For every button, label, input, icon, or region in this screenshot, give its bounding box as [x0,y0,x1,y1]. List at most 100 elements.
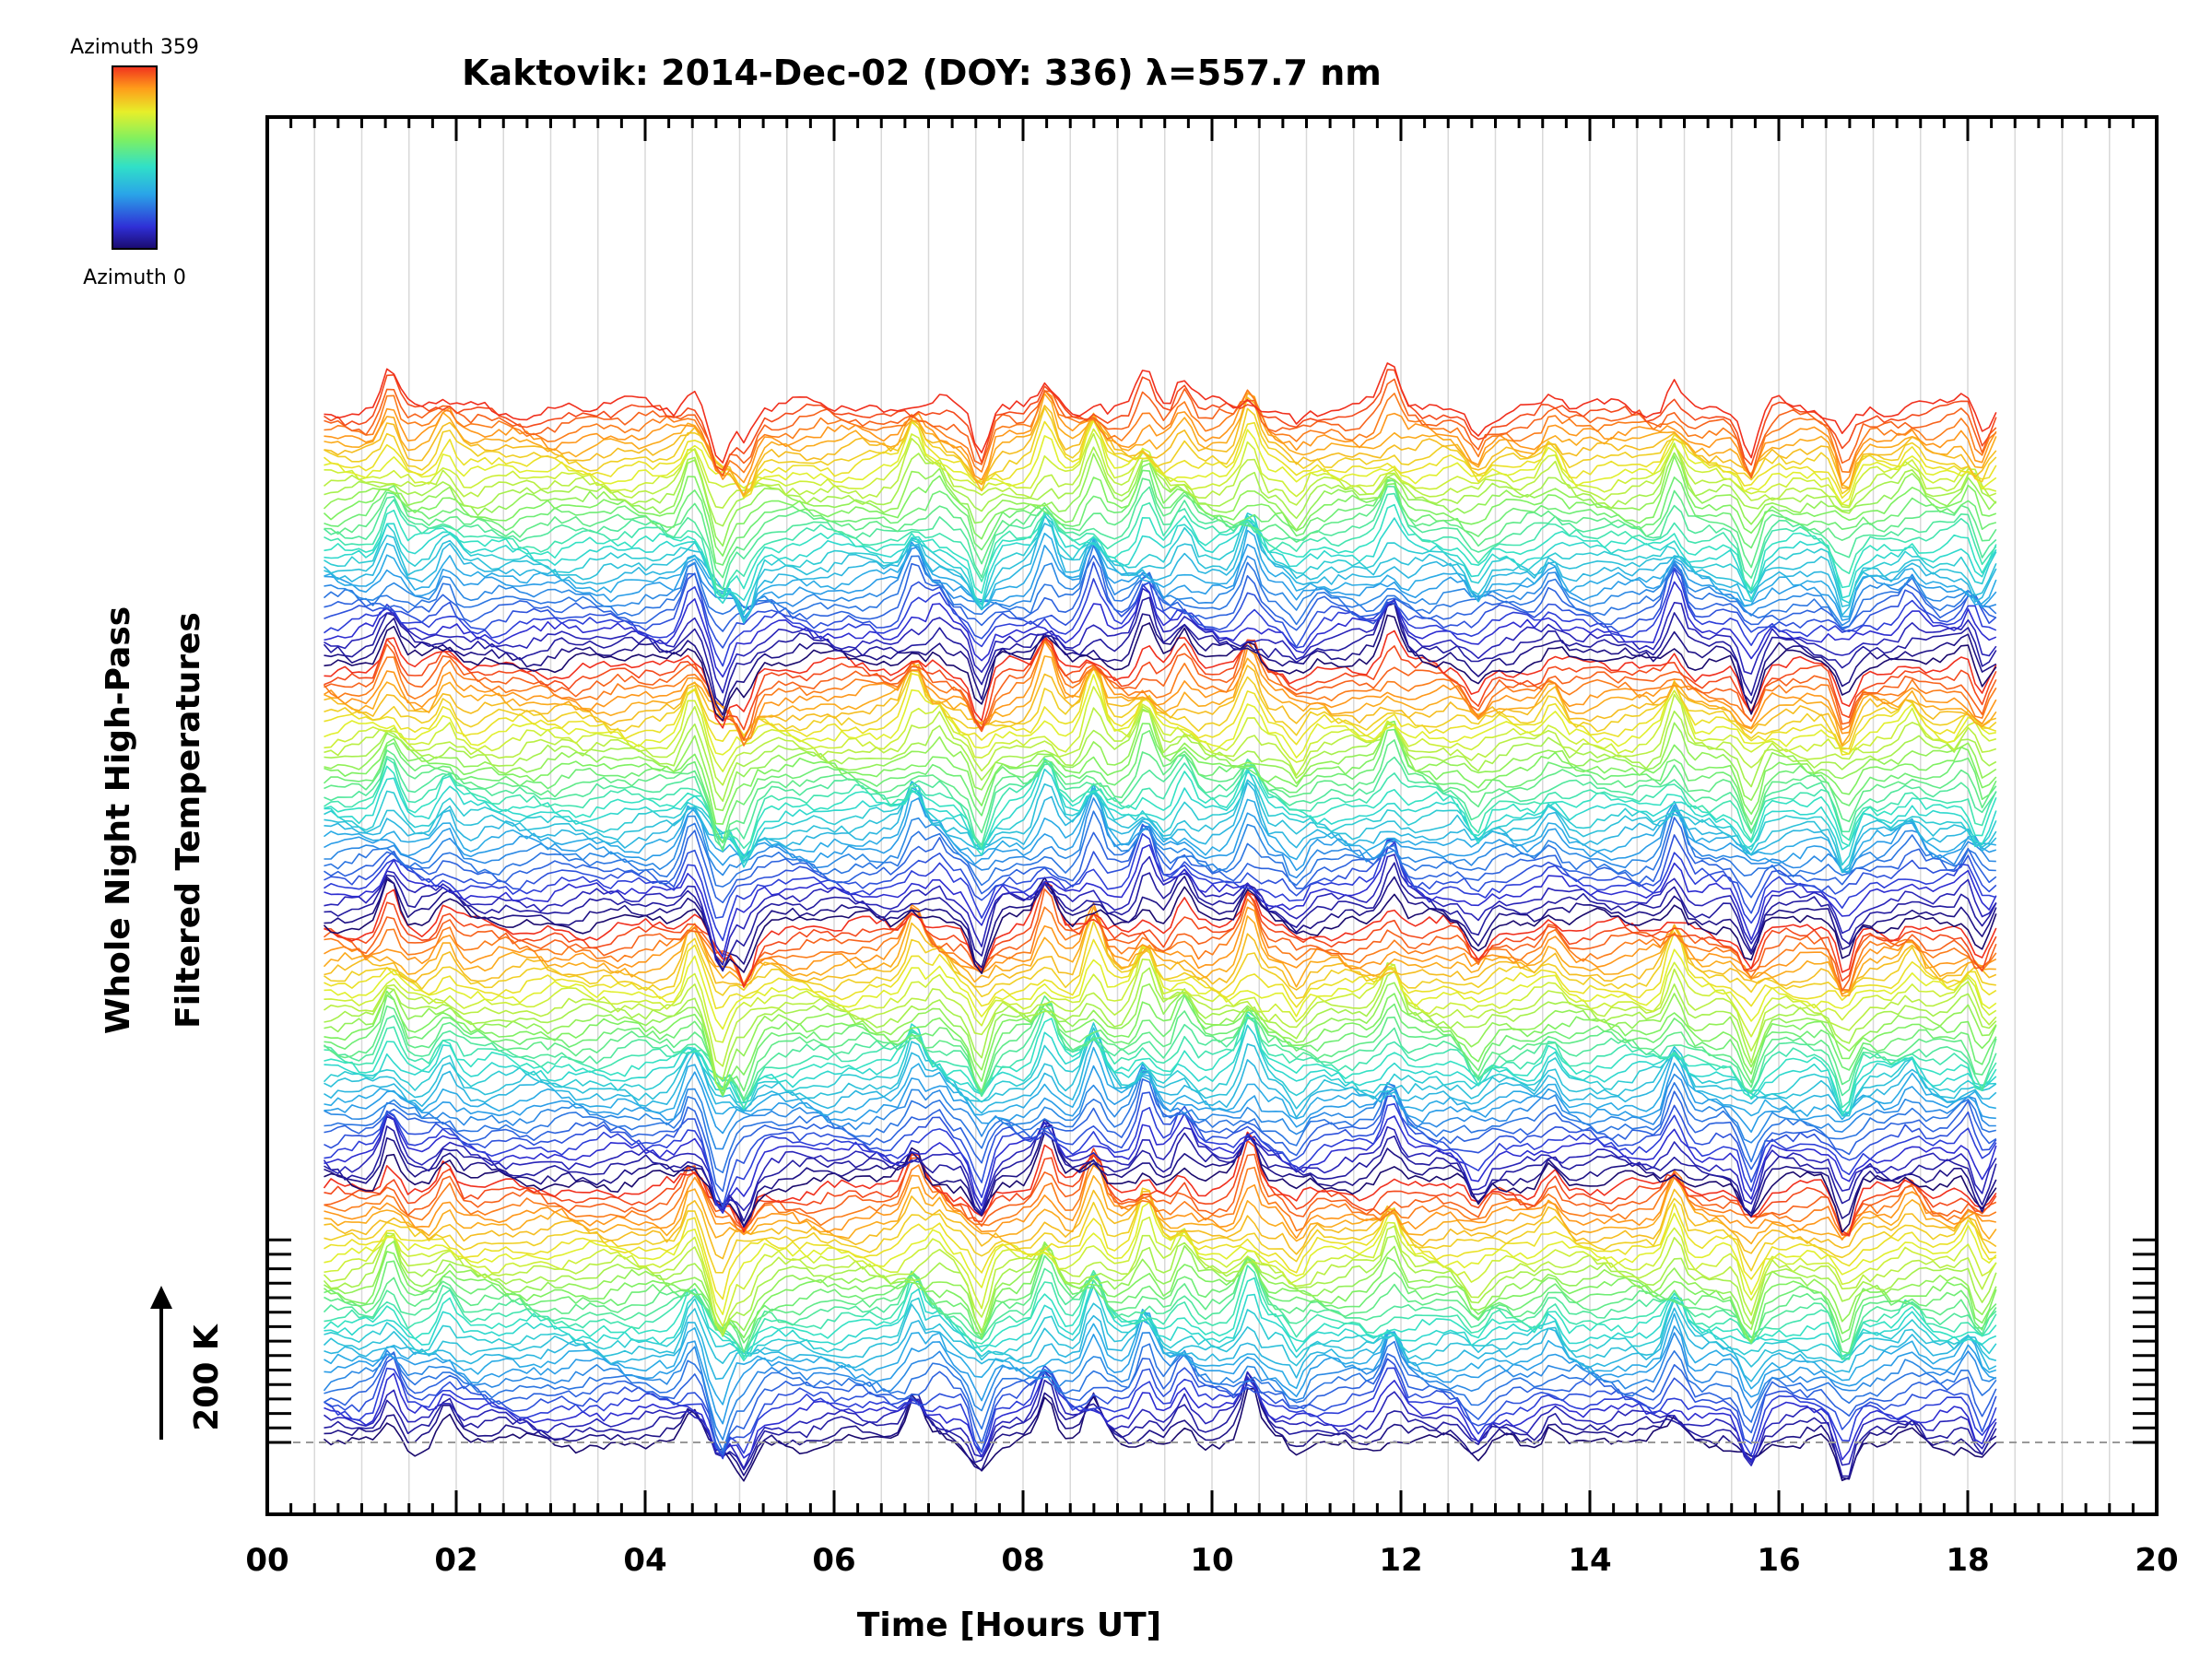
temperature-trace [324,967,1997,1080]
x-axis-label: Time [Hours UT] [857,1606,1161,1644]
temperature-trace [324,1367,1997,1460]
temperature-trace [324,708,1997,812]
temperature-trace [324,1241,1997,1337]
temperature-trace [324,540,1997,627]
temperature-trace [324,817,1997,904]
temperature-trace [324,1371,1997,1464]
temperature-trace [324,503,1997,600]
temperature-trace [324,469,1997,566]
temperature-trace [324,990,1997,1097]
temperature-trace [324,1062,1996,1135]
temperature-trace [324,1187,1996,1274]
x-tick-label: 02 [434,1542,477,1579]
temperature-trace [323,1225,1997,1335]
temperature-trace [324,1357,1997,1456]
temperature-trace [324,1112,1997,1214]
temperature-trace [323,639,1997,747]
temperature-trace [324,779,1997,873]
x-tick-label: 12 [1379,1542,1422,1579]
temperature-trace [324,369,1997,472]
temperature-trace [324,1175,1997,1245]
temperature-trace [324,853,1997,966]
temperature-trace [324,832,1997,942]
temperature-trace [324,396,1997,497]
temperature-trace [324,555,1997,632]
temperature-trace [324,901,1997,995]
temperature-trace [324,1378,1997,1480]
temperature-trace [323,1387,1997,1482]
temperature-trace [324,378,1997,479]
temperature-trace [324,881,1997,987]
temperature-trace [324,602,1997,716]
temperature-trace [324,982,1997,1090]
temperature-trace [324,931,1997,1009]
temperature-trace [324,758,1997,865]
temperature-trace [324,1340,1997,1453]
x-tick-label: 20 [2135,1542,2178,1579]
temperature-trace [324,492,1997,598]
temperature-trace [324,1201,1997,1315]
temperature-trace [324,477,1997,579]
temperature-trace [324,1046,1996,1121]
temperature-trace [324,1279,1997,1360]
azimuth-colorbar [112,65,158,250]
temperature-trace [324,912,1997,992]
temperature-trace [323,1131,1997,1236]
temperature-trace [324,587,1997,694]
temperature-trace [324,1265,1997,1360]
temperature-trace [324,945,1997,1030]
temperature-trace [324,1091,1997,1208]
temperature-trace [324,876,1997,971]
scale-bar-label: 200 K [188,1324,226,1431]
temperature-trace [324,581,1997,678]
x-tick-labels: 00 02 04 06 08 10 12 14 16 18 20 [245,1542,2178,1579]
temperature-trace [324,1038,1997,1119]
temperature-trace [324,1027,1997,1116]
temperature-trace [324,1153,1997,1236]
temperature-trace [324,686,1997,772]
temperature-trace [324,1003,1997,1103]
temperature-trace [324,882,1997,988]
temperature-traces [323,362,1997,1482]
temperature-trace [323,728,1997,844]
colorbar: Azimuth 359 Azimuth 0 [70,36,199,289]
temperature-trace [324,568,1997,667]
colorbar-bottom-label: Azimuth 0 [83,266,186,289]
x-tick-label: 04 [623,1542,666,1579]
temperature-trace [324,789,1997,875]
temperature-trace [324,808,1996,888]
temperature-trace [324,1152,1997,1237]
temperature-trace [324,674,1996,759]
y-axis-label-line1: Whole Night High-Pass [100,606,137,1034]
temperature-trace [323,1274,1997,1361]
x-tick-label: 00 [245,1542,288,1579]
temperature-trace [324,637,1997,741]
temperature-trace [324,362,1997,464]
temperature-trace [324,1102,1997,1210]
temperature-trace [324,759,1997,860]
x-tick-label: 10 [1190,1542,1233,1579]
temperature-trace [324,529,1997,624]
x-tick-label: 14 [1568,1542,1611,1579]
x-tick-label: 18 [1946,1542,1989,1579]
x-tick-label: 06 [812,1542,855,1579]
temperature-trace [324,1188,1997,1260]
temperature-trace [323,877,1997,974]
temperature-trace [324,739,1997,852]
temperature-trace [324,710,1997,803]
temperature-trace [324,511,1997,606]
temperature-trace [324,664,1997,747]
temperature-trace [323,1298,1997,1368]
temperature-trace [324,629,1997,729]
temperature-trace [323,1332,1997,1441]
temperature-trace [324,406,1997,498]
temperature-trace [324,1118,1997,1222]
temperature-trace [323,485,1997,591]
scale-bar: 200 K [150,1286,226,1440]
temperature-trace [324,1285,1997,1359]
temperature-trace [324,1312,1997,1406]
temperature-trace [324,1247,1997,1345]
temperature-trace [324,959,1997,1067]
temperature-trace [324,753,1997,850]
temperature-trace [324,841,1997,958]
